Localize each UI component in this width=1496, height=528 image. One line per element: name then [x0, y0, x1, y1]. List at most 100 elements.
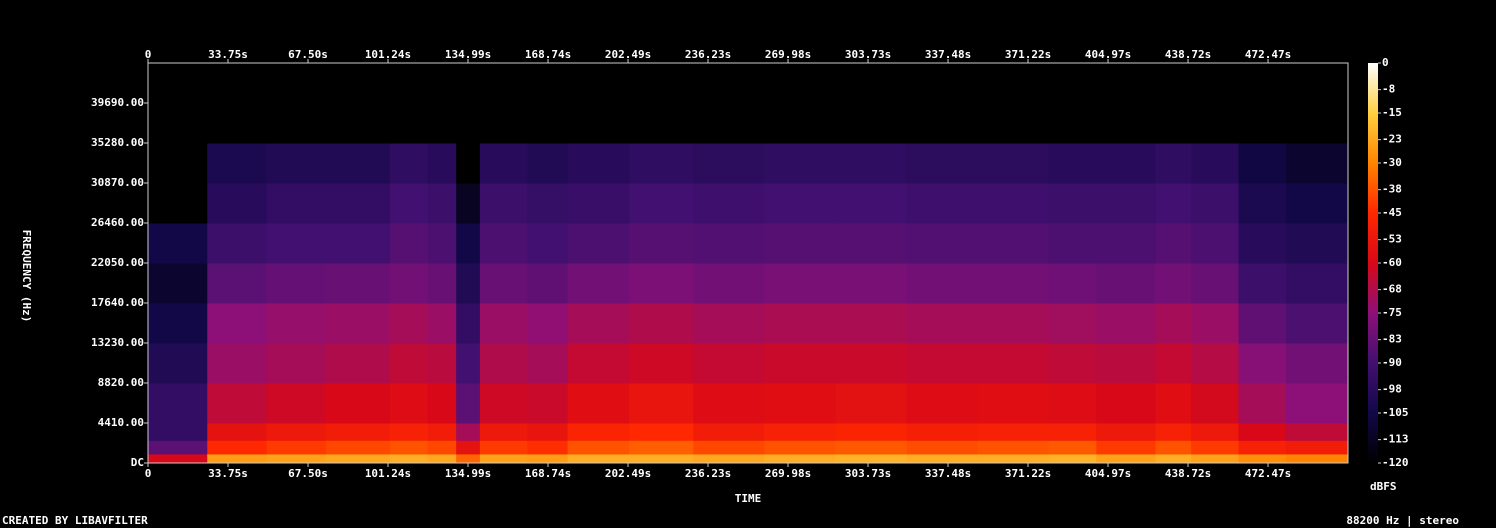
spectrogram-cell — [629, 223, 694, 264]
colorbar-tick-label: -8 — [1382, 83, 1395, 96]
spectrogram-cell — [1191, 440, 1239, 455]
spectrogram-cell — [1096, 343, 1157, 384]
spectrogram-cell — [764, 423, 836, 441]
x-tick-label-top: 236.23s — [685, 48, 731, 61]
spectrogram-cell — [427, 343, 457, 384]
spectrogram-cell — [977, 263, 1050, 304]
spectrogram-cell — [148, 183, 208, 224]
spectrogram-cell — [1096, 303, 1157, 344]
spectrogram-cell — [629, 303, 694, 344]
spectrogram-cell — [629, 263, 694, 304]
spectrogram-cell — [835, 183, 908, 224]
colorbar-tick-label: -45 — [1382, 206, 1402, 219]
spectrogram-cell — [1048, 63, 1097, 144]
spectrogram-cell — [977, 143, 1050, 184]
spectrogram-cell — [325, 183, 391, 224]
spectrogram-cell — [1285, 143, 1349, 184]
colorbar-tick-label: -15 — [1382, 106, 1402, 119]
spectrogram-cell — [977, 383, 1050, 424]
spectrogram-cell — [567, 143, 630, 184]
spectrogram-cell — [325, 303, 391, 344]
spectrogram-cell — [693, 453, 765, 464]
spectrogram-cell — [1191, 383, 1239, 424]
spectrogram-cell — [764, 303, 836, 344]
spectrogram-cell — [527, 440, 569, 455]
spectrogram-cell — [1191, 303, 1239, 344]
spectrogram-cell — [567, 303, 630, 344]
spectrogram-cell — [1155, 440, 1192, 455]
spectrogram-cell — [629, 143, 694, 184]
spectrogram-cell — [693, 63, 765, 144]
spectrogram-cell — [693, 440, 765, 455]
spectrogram-cell — [148, 440, 208, 455]
y-tick-label: 17640.00 — [91, 296, 144, 309]
spectrogram-cell — [456, 223, 481, 264]
colorbar-tick-label: -23 — [1382, 133, 1402, 146]
spectrogram-cell — [148, 383, 208, 424]
spectrogram-cell — [629, 183, 694, 224]
y-tick-label: 4410.00 — [98, 416, 144, 429]
spectrogram-cell — [389, 343, 429, 384]
spectrogram-cell — [1155, 453, 1192, 464]
spectrogram-cell — [977, 453, 1050, 464]
spectrogram-cell — [389, 263, 429, 304]
spectrogram-cell — [456, 143, 481, 184]
spectrogram-cell — [567, 440, 630, 455]
spectrogram-cell — [479, 263, 528, 304]
spectrogram-cell — [1285, 223, 1349, 264]
spectrogram-cell — [1191, 143, 1239, 184]
spectrogram-cell — [693, 223, 765, 264]
spectrogram-cell — [207, 303, 268, 344]
spectrogram-cell — [207, 453, 268, 464]
colorbar — [1368, 63, 1378, 463]
spectrogram-cell — [479, 440, 528, 455]
spectrogram-cell — [835, 63, 908, 144]
x-tick-label-bottom: 404.97s — [1085, 467, 1131, 480]
spectrogram-cell — [456, 440, 481, 455]
spectrogram-cell — [427, 383, 457, 424]
spectrogram-cell — [835, 303, 908, 344]
spectrogram-cell — [1048, 423, 1097, 441]
spectrogram-cell — [1096, 440, 1157, 455]
colorbar-label: dBFS — [1370, 480, 1397, 493]
spectrogram-cell — [1285, 183, 1349, 224]
spectrogram-cell — [567, 453, 630, 464]
spectrogram-cell — [1238, 343, 1287, 384]
colorbar-tick-label: -120 — [1382, 456, 1409, 469]
spectrogram-cell — [148, 63, 208, 144]
spectrogram-cell — [1155, 63, 1192, 144]
x-tick-label-bottom: 236.23s — [685, 467, 731, 480]
spectrogram-cell — [906, 303, 979, 344]
spectrogram-cell — [266, 423, 327, 441]
spectrogram-cell — [527, 453, 569, 464]
spectrogram-cell — [266, 440, 327, 455]
spectrogram-cell — [567, 343, 630, 384]
spectrogram-cell — [906, 440, 979, 455]
spectrogram-cell — [527, 183, 569, 224]
spectrogram-cell — [1096, 63, 1157, 144]
spectrogram-cell — [567, 383, 630, 424]
spectrogram-cell — [1155, 423, 1192, 441]
spectrogram-cell — [1048, 440, 1097, 455]
spectrogram-cell — [1191, 453, 1239, 464]
spectrogram-cell — [1096, 223, 1157, 264]
spectrogram-cell — [325, 223, 391, 264]
x-tick-label-top: 0 — [145, 48, 152, 61]
colorbar-tick-label: -75 — [1382, 306, 1402, 319]
spectrogram-cell — [1238, 63, 1287, 144]
x-tick-label-top: 269.98s — [765, 48, 811, 61]
spectrogram-cell — [693, 263, 765, 304]
spectrogram-cell — [1048, 263, 1097, 304]
spectrogram-cell — [764, 453, 836, 464]
x-tick-label-top: 472.47s — [1245, 48, 1291, 61]
spectrogram-cell — [527, 303, 569, 344]
spectrogram-cell — [1285, 453, 1349, 464]
spectrogram-cell — [906, 263, 979, 304]
spectrogram-cell — [835, 263, 908, 304]
y-axis-label: FREQUENCY (Hz) — [20, 230, 33, 323]
x-tick-label-bottom: 303.73s — [845, 467, 891, 480]
colorbar-tick-label: -105 — [1382, 406, 1409, 419]
spectrogram-cell — [148, 263, 208, 304]
spectrogram-cell — [266, 223, 327, 264]
x-tick-label-bottom: 33.75s — [208, 467, 248, 480]
